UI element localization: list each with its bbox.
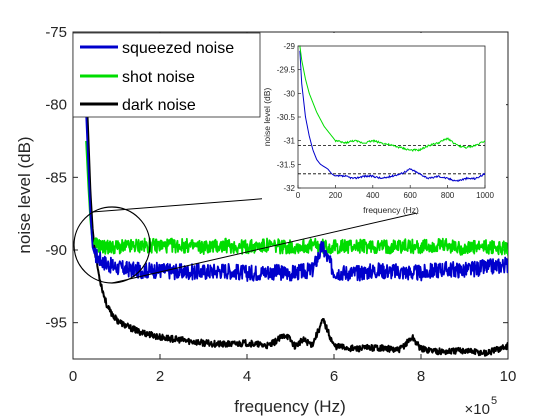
inset-y-tick-label: -30.5: [277, 113, 296, 122]
inset-x-tick-label: 1000: [476, 191, 494, 200]
zoom-connector-lower: [111, 209, 431, 284]
x-multiplier-label: ×10: [465, 401, 490, 418]
inset-series-line-squeezed-noise: [299, 50, 485, 182]
inset-ticks: 0 200 400 600 800 1000 -29 -29.5 -30 -30.5 -31 -31.…: [277, 42, 495, 200]
legend-label-squeezed: squeezed noise: [122, 40, 234, 57]
inset-x-tick-label: 200: [329, 191, 343, 200]
inset-x-tick-label: 0: [296, 191, 301, 200]
inset-x-tick-label: 400: [366, 191, 380, 200]
y-axis-label: noise level (dB): [15, 136, 34, 253]
inset-plot: 0 200 400 600 800 1000 -29 -29.5 -30 -30.5 -31 -31.…: [262, 33, 506, 215]
y-tick-label: -75: [45, 24, 67, 41]
x-tick-label: 6: [330, 368, 338, 385]
inset-y-tick-label: -30: [283, 89, 295, 98]
x-tick-label: 2: [156, 368, 164, 385]
inset-y-axis-label: noise level (dB): [262, 88, 272, 147]
main-series: [85, 82, 508, 357]
inset-x-axis-label: frequency (Hz): [363, 205, 419, 215]
x-tick-label: 0: [69, 368, 77, 385]
inset-x-tick-label: 600: [404, 191, 418, 200]
series-line-dark-noise: [85, 82, 508, 357]
x-axis-label: frequency (Hz): [234, 397, 345, 416]
inset-plot-frame: [297, 45, 486, 189]
x-multiplier-exponent: 5: [491, 395, 497, 407]
x-tick-label: 4: [243, 368, 251, 385]
y-tick-label: -80: [45, 97, 67, 114]
inset-series: [299, 46, 485, 182]
inset-y-tick-label: -29.5: [277, 66, 296, 75]
legend-label-dark: dark noise: [122, 97, 196, 114]
y-tick-label: -85: [45, 169, 67, 186]
inset-y-tick-label: -31.5: [277, 160, 296, 169]
legend: squeezed noise shot noise dark noise: [72, 32, 261, 118]
series-line-squeezed-noise: [85, 111, 508, 282]
y-tick-label: -90: [45, 242, 67, 259]
inset-x-tick-label: 800: [441, 191, 455, 200]
legend-label-shot: shot noise: [122, 69, 195, 86]
inset-reference-lines: [298, 144, 485, 175]
x-tick-label: 8: [417, 368, 425, 385]
inset-series-line-shot-noise: [299, 46, 485, 152]
inset-y-tick-label: -32: [283, 184, 295, 193]
inset-y-tick-label: -29: [283, 42, 295, 51]
y-tick-label: -95: [45, 315, 67, 332]
x-tick-label: 10: [500, 368, 517, 385]
series-line-shot-noise: [85, 140, 508, 256]
inset-y-tick-label: -31: [283, 137, 295, 146]
main-ticks: 0 2 4 6 8 10 -75 -80 -85 -90 -95: [45, 24, 516, 385]
